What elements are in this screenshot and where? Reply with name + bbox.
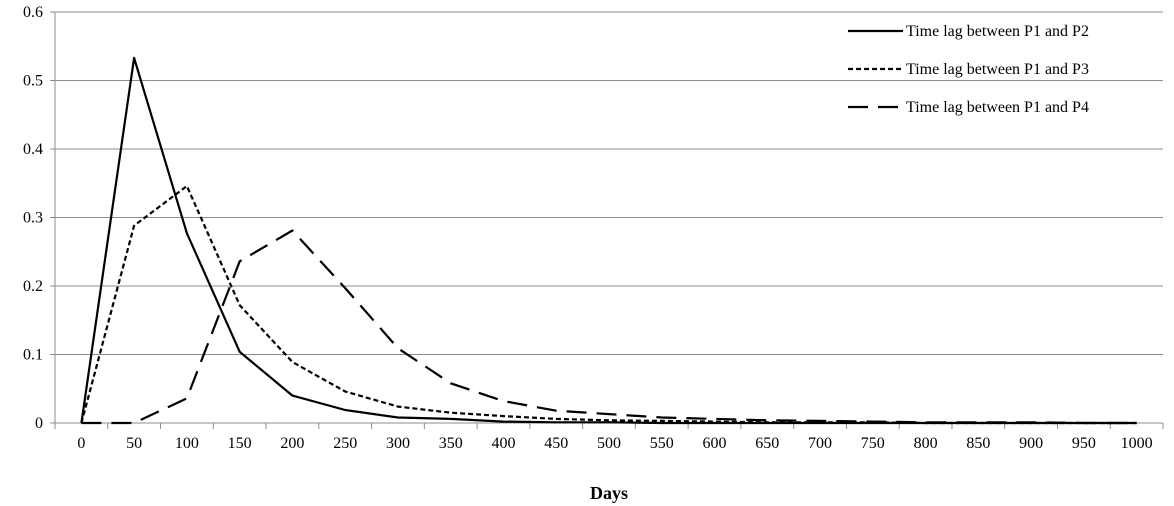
- y-tick-label: 0.1: [23, 347, 43, 364]
- x-tick-label: 600: [703, 435, 727, 452]
- y-tick-label: 0.2: [23, 278, 43, 295]
- x-tick-label: 200: [280, 435, 304, 452]
- y-tick-label: 0.6: [23, 4, 43, 21]
- legend-label-2: Time lag between P1 and P3: [906, 61, 1089, 78]
- x-tick-label: 250: [333, 435, 357, 452]
- y-tick-label: 0: [35, 415, 43, 432]
- x-tick-label: 500: [597, 435, 621, 452]
- x-tick-label: 650: [755, 435, 779, 452]
- series-lines: [80, 56, 1137, 425]
- x-tick-label: 150: [228, 435, 252, 452]
- y-tick-label: 0.5: [23, 73, 43, 90]
- x-tick-label: 300: [386, 435, 410, 452]
- series-line-3: [81, 229, 1137, 425]
- x-tick-label: 900: [1019, 435, 1043, 452]
- x-axis-title: Days: [590, 483, 628, 503]
- x-tick-label: 50: [126, 435, 142, 452]
- x-tick-label: 700: [808, 435, 832, 452]
- axes: 0 0.1 0.2 0.3 0.4 0.5 0.6 0 50 100 150 200 250 300 350…: [23, 4, 1164, 452]
- x-tick-label: 850: [966, 435, 990, 452]
- x-tick-label: 0: [77, 435, 85, 452]
- x-tick-label: 950: [1072, 435, 1096, 452]
- x-tick-label: 750: [861, 435, 885, 452]
- x-tick-label: 400: [491, 435, 515, 452]
- x-tick-label: 1000: [1121, 435, 1153, 452]
- legend: Time lag between P1 and P2 Time lag betwe…: [848, 23, 1089, 116]
- x-tick-label: 800: [914, 435, 938, 452]
- x-tick-label: 550: [650, 435, 674, 452]
- legend-label-1: Time lag between P1 and P2: [906, 23, 1089, 40]
- y-tick-label: 0.4: [23, 141, 43, 158]
- x-tick-label: 350: [439, 435, 463, 452]
- gridlines: [55, 11, 1163, 355]
- y-tick-label: 0.3: [23, 210, 43, 227]
- legend-label-3: Time lag between P1 and P4: [906, 99, 1089, 116]
- x-tick-label: 100: [175, 435, 199, 452]
- x-tick-label: 450: [544, 435, 568, 452]
- series-line-2: [80, 184, 1137, 425]
